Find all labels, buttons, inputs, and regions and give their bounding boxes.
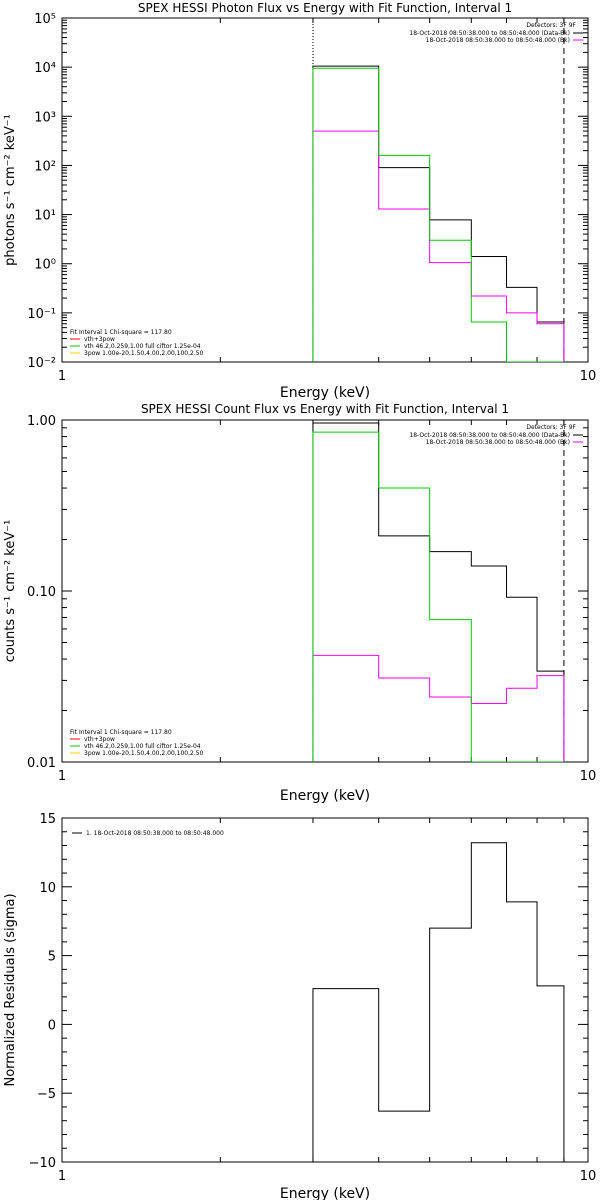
legend-entry-label: 18-Oct-2018 08:50:38.000 to 08:50:48.000… xyxy=(409,30,570,37)
legend-entry-label: 18-Oct-2018 08:50:38.000 to 08:50:48.000… xyxy=(426,37,570,44)
y-tick-label: 10⁰ xyxy=(34,258,56,273)
data-area xyxy=(312,422,565,762)
series-step-line xyxy=(312,130,565,362)
plot-frame xyxy=(61,817,589,1163)
fit-legend-entry: vth 46.2,0.259,1.00 full ciftor 1.25e-04 xyxy=(84,343,201,350)
fit-legend-entry: vth+3pow xyxy=(84,736,115,743)
chart-title: SPEX HESSI Count Flux vs Energy with Fit… xyxy=(141,402,509,416)
fit-legend-entry: 3pow 1.00e-20,1.50,4.00,2.00,100,2.50 xyxy=(84,750,204,757)
y-tick-label: 0.01 xyxy=(27,756,56,771)
plot-frame xyxy=(61,419,589,763)
legend-entry-label: 18-Oct-2018 08:50:38.000 to 08:50:48.000… xyxy=(409,432,570,439)
y-tick-label: 0 xyxy=(48,1018,56,1033)
series-step-line xyxy=(312,67,564,362)
y-tick-label: 10⁻² xyxy=(27,356,56,371)
count-flux-panel: SPEX HESSI Count Flux vs Energy with Fit… xyxy=(3,402,596,804)
legend-entry-label: 1. 18-Oct-2018 08:50:38.000 to 08:50:48.… xyxy=(86,830,224,837)
x-tick-label: 10 xyxy=(580,769,597,784)
x-tick-label: 10 xyxy=(580,1169,597,1184)
fit-legend-entry: 3pow 1.00e-20,1.50,4.00,2.00,100,2.50 xyxy=(84,350,204,357)
y-tick-label: 10 xyxy=(39,881,56,896)
x-tick-label: 1 xyxy=(58,369,66,384)
y-axis-label: Normalized Residuals (sigma) xyxy=(3,893,18,1086)
data-area xyxy=(312,65,565,362)
y-tick-label: −5 xyxy=(37,1087,56,1102)
photon-flux-panel: SPEX HESSI Photon Flux vs Energy with Fi… xyxy=(3,1,596,401)
y-tick-label: 10³ xyxy=(34,110,56,125)
y-tick-label: 1.00 xyxy=(27,414,56,429)
y-tick-label: 10⁻¹ xyxy=(27,307,56,322)
y-tick-label: 10² xyxy=(34,159,56,174)
fit-legend-entry: vth+3pow xyxy=(84,336,115,343)
fit-legend-entry: vth 46.2,0.259,1.00 full ciftor 1.25e-04 xyxy=(84,743,201,750)
x-tick-label: 1 xyxy=(58,769,66,784)
series-step-line xyxy=(312,654,565,762)
y-tick-label: 0.10 xyxy=(27,585,56,600)
y-tick-label: 5 xyxy=(48,950,56,965)
legend-entry-label: 18-Oct-2018 08:50:38.000 to 08:50:48.000… xyxy=(426,439,570,446)
chart-title: SPEX HESSI Photon Flux vs Energy with Fi… xyxy=(138,1,512,15)
x-axis-label: Energy (keV) xyxy=(280,788,370,804)
x-tick-label: 1 xyxy=(58,1169,66,1184)
data-area xyxy=(312,842,565,1162)
plot-frame xyxy=(61,17,589,363)
series-step-line xyxy=(312,431,564,762)
y-tick-label: 10⁴ xyxy=(34,61,56,76)
x-tick-label: 10 xyxy=(580,369,597,384)
legend-title: Detectors: 3F 9F xyxy=(526,424,576,431)
series-step-line xyxy=(312,842,565,1162)
y-tick-label: 10⁵ xyxy=(34,12,56,27)
series-step-line xyxy=(312,65,565,362)
fit-legend-header: Fit Interval 1 Chi-square = 117.80 xyxy=(70,329,172,336)
legend-title: Detectors: 3F 9F xyxy=(526,22,576,29)
series-step-line xyxy=(312,422,565,762)
y-tick-label: 15 xyxy=(39,812,56,827)
x-axis-label: Energy (keV) xyxy=(280,1186,370,1200)
y-tick-label: 10¹ xyxy=(34,209,56,224)
y-axis-label: photons s⁻¹ cm⁻² keV⁻¹ xyxy=(3,114,18,266)
fit-legend-header: Fit Interval 1 Chi-square = 117.80 xyxy=(70,729,172,736)
x-axis-label: Energy (keV) xyxy=(280,385,370,401)
residuals-panel: 1 10 Energy (keV) −10 −5 0 5 10 15 Normalized Res… xyxy=(3,812,596,1200)
y-tick-label: −10 xyxy=(29,1156,56,1171)
y-axis-label: counts s⁻¹ cm⁻² keV⁻¹ xyxy=(3,520,18,663)
